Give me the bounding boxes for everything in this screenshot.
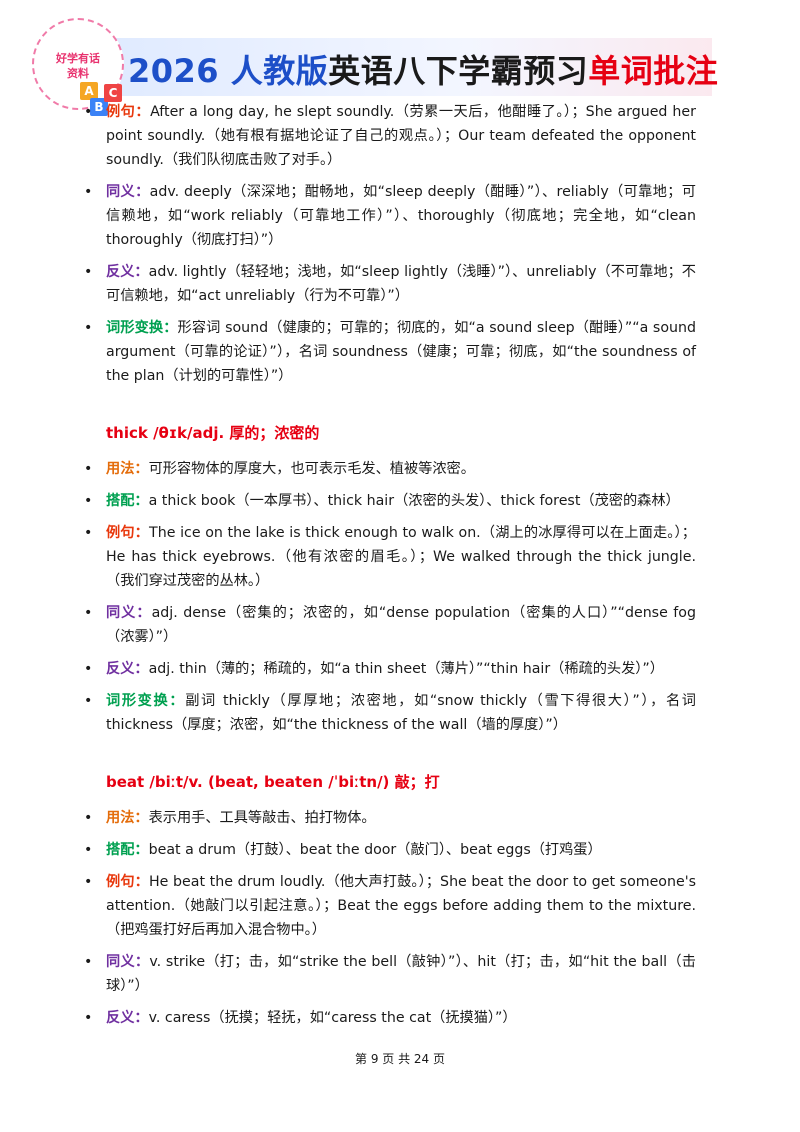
bullet-item: • 例句：The ice on the lake is thick enough … [84,521,696,593]
bullet-item: • 用法：可形容物体的厚度大，也可表示毛发、植被等浓密。 [84,457,696,481]
bullet-label: 词形变换： [106,693,186,709]
bullet-text: 副词 thickly（厚厚地；浓密地，如“snow thickly（雪下得很大）… [106,693,696,733]
bullet-label: 反义： [106,661,149,677]
bullet-item: • 词形变换：形容词 sound（健康的；可靠的；彻底的，如“a sound sl… [84,316,696,388]
bullet-item: • 搭配：beat a drum（打鼓）、beat the door（敲门）、be… [84,838,696,862]
bullet-text: beat a drum（打鼓）、beat the door（敲门）、beat e… [148,842,602,858]
bullet-label: 反义： [106,1010,149,1026]
bullet-item: • 同义：adj. dense（密集的；浓密的，如“dense populatio… [84,601,696,649]
bullet: • [84,842,93,858]
bullet: • [84,810,93,826]
bullet-text: 表示用手、工具等敲击、拍打物体。 [148,810,376,826]
bullet-text: 可形容物体的厚度大，也可表示毛发、植被等浓密。 [148,461,475,477]
bullet-label: 词形变换： [106,320,178,336]
bullet-label: 用法： [106,461,149,477]
block: B [90,98,108,116]
bullet-label: 同义： [106,954,150,970]
logo: 好学有话 资料 A B C [32,18,124,116]
bullet-item: • 例句：After a long day, he slept soundly.（… [84,100,696,172]
bullet-text: He beat the drum loudly.（他大声打鼓。）；She bea… [106,874,696,938]
bullet: • [84,1010,93,1026]
page-number: 第 9 页 共 24 页 [355,1052,445,1066]
header: 2026 人教版英语八下学霸预习单词批注 好学有话 资料 A B C [0,0,800,116]
bullet-label: 搭配： [106,493,149,509]
bullet: • [84,104,93,120]
bullet-item: • 反义：v. caress（抚摸；轻抚，如“caress the cat（抚摸猫… [84,1006,696,1030]
bullet: • [84,661,93,677]
title-part: 2026 人教版 [128,52,329,90]
bullet-text: a thick book（一本厚书）、thick hair（浓密的头发）、thi… [148,493,680,509]
bullet: • [84,874,93,890]
bullet-text: adv. lightly（轻轻地；浅地，如“sleep lightly（浅睡）”… [106,264,696,304]
bullet-text: adv. deeply（深深地；酣畅地，如“sleep deeply（酣睡）”）… [106,184,696,248]
bullet-item: • 搭配：a thick book（一本厚书）、thick hair（浓密的头发）… [84,489,696,513]
bullet-label: 例句： [106,874,149,890]
bullet-item: • 反义：adj. thin（薄的；稀疏的，如“a thin sheet（薄片）”… [84,657,696,681]
bullet-item: • 用法：表示用手、工具等敲击、拍打物体。 [84,806,696,830]
bullet-text: v. caress（抚摸；轻抚，如“caress the cat（抚摸猫）”） [148,1010,517,1026]
bullet-item: • 同义：adv. deeply（深深地；酣畅地，如“sleep deeply（酣… [84,180,696,252]
bullet-text: v. strike（打；击，如“strike the bell（敲钟）”）、hi… [106,954,696,994]
bullet: • [84,184,93,200]
bullet: • [84,525,93,541]
bullet: • [84,954,93,970]
title-band [100,38,712,96]
section: thick /θɪk/adj. 厚的；浓密的 • 用法：可形容物体的厚度大，也可表示… [84,422,696,737]
logo-text: 好学有话 [56,52,100,65]
block: A [80,82,98,100]
bullet-label: 例句： [106,104,151,120]
bullet-text: 形容词 sound（健康的；可靠的；彻底的，如“a sound sleep（酣睡… [106,320,696,384]
bullet-label: 反义： [106,264,149,280]
section: • 例句：After a long day, he slept soundly.（… [84,100,696,388]
bullet: • [84,605,93,621]
content: • 例句：After a long day, he slept soundly.（… [84,100,696,1038]
section: beat /biːt/v. (beat, beaten /ˈbiːtn/) 敲；… [84,771,696,1030]
bullet-item: • 例句：He beat the drum loudly.（他大声打鼓。）；She… [84,870,696,942]
title-part: 英语八下学霸预习 [328,52,589,90]
bullet: • [84,493,93,509]
word-heading: beat /biːt/v. (beat, beaten /ˈbiːtn/) 敲；… [106,773,440,791]
bullet: • [84,320,93,336]
bullet: • [84,693,93,709]
word-heading: thick /θɪk/adj. 厚的；浓密的 [106,424,320,442]
bullet: • [84,461,93,477]
block: C [104,84,122,102]
bullet-label: 例句： [106,525,150,541]
bullet-item: • 同义：v. strike（打；击，如“strike the bell（敲钟）”… [84,950,696,998]
bullet-item: • 反义：adv. lightly（轻轻地；浅地，如“sleep lightly（… [84,260,696,308]
bullet: • [84,264,93,280]
title: 2026 人教版英语八下学霸预习单词批注 [128,46,718,92]
bullet-text: After a long day, he slept soundly.（劳累一天… [106,104,696,168]
bullet-label: 用法： [106,810,149,826]
logo-text: 资料 [67,67,89,80]
bullet-text: adj. dense（密集的；浓密的，如“dense population（密集… [106,605,696,645]
bullet-label: 同义： [106,605,152,621]
bullet-label: 同义： [106,184,150,200]
bullet-text: adj. thin（薄的；稀疏的，如“a thin sheet（薄片）”“thi… [148,661,664,677]
bullet-text: The ice on the lake is thick enough to w… [106,525,696,589]
bullet-item: • 词形变换：副词 thickly（厚厚地；浓密地，如“snow thickly（… [84,689,696,737]
bullet-label: 搭配： [106,842,149,858]
title-part: 单词批注 [588,52,719,90]
